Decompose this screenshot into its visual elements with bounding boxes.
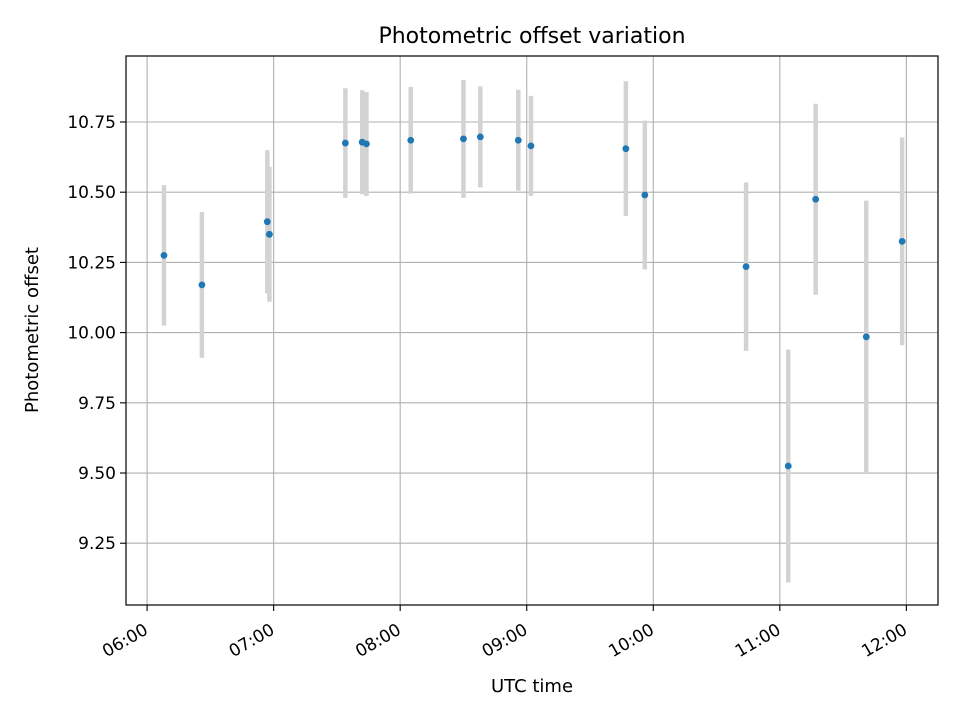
y-tick-label: 10.50 <box>67 183 116 203</box>
y-tick-label: 9.25 <box>78 534 116 554</box>
data-point <box>742 263 750 271</box>
y-tick-label: 9.50 <box>78 464 116 484</box>
data-point <box>641 191 649 199</box>
y-tick-label: 10.75 <box>67 113 116 133</box>
data-point <box>862 333 870 341</box>
data-point <box>266 230 273 238</box>
data-point <box>198 281 206 289</box>
y-tick-label: 10.25 <box>67 253 116 273</box>
data-point <box>160 251 168 259</box>
data-point <box>460 135 467 143</box>
data-point <box>341 139 349 147</box>
data-point <box>812 195 820 203</box>
y-axis-label: Photometric offset <box>22 247 43 413</box>
data-point <box>263 218 271 226</box>
data-point <box>784 462 792 470</box>
point-layer <box>160 133 906 470</box>
data-point <box>476 133 484 141</box>
y-tick-label: 9.75 <box>78 394 116 414</box>
chart-title: Photometric offset variation <box>378 24 685 49</box>
data-point <box>363 140 370 148</box>
data-point <box>407 136 415 144</box>
data-point <box>527 142 535 150</box>
data-point <box>622 145 630 153</box>
y-tick-label: 10.00 <box>67 324 116 344</box>
plot-area-frame <box>125 55 939 606</box>
y-axis-ticks: 9.25 9.50 9.75 10.00 10.25 10.50 10.75 <box>67 113 126 554</box>
data-point <box>898 237 906 245</box>
x-axis-label: UTC time <box>491 676 573 697</box>
data-point <box>514 136 522 144</box>
